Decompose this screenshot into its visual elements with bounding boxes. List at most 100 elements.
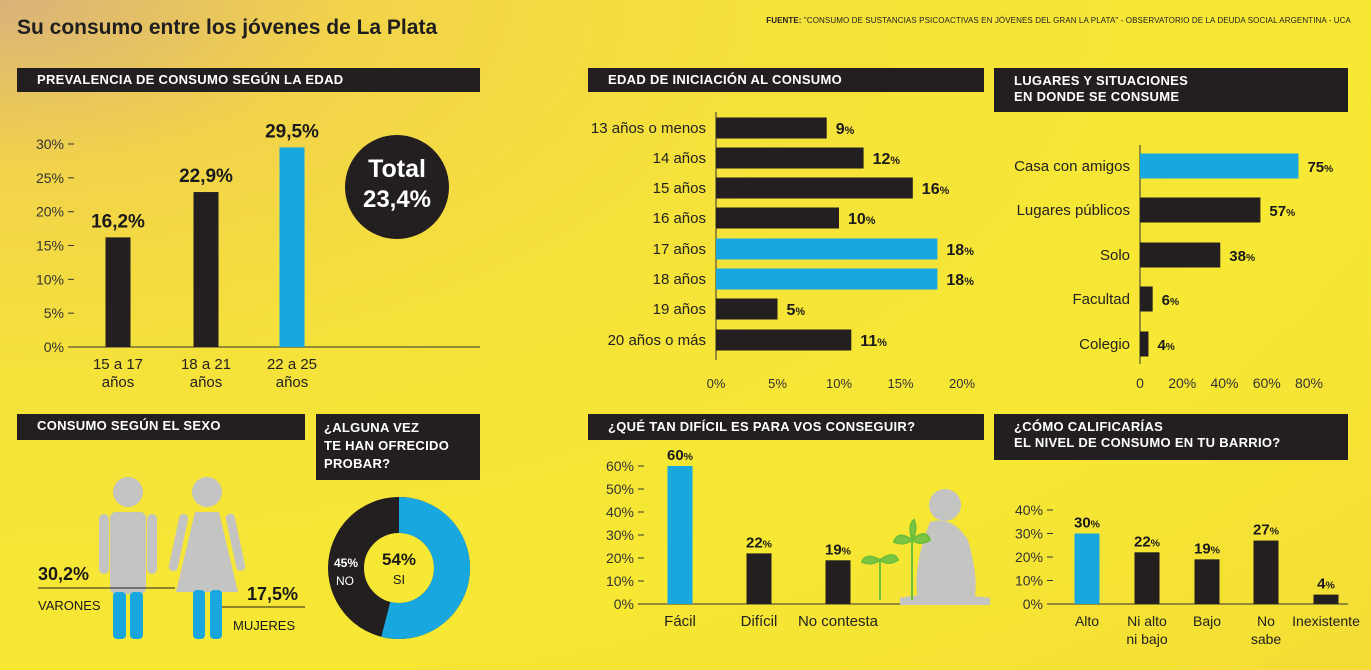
category-label: 22 a 25 (267, 356, 317, 373)
header-lugares: LUGARES Y SITUACIONES EN DONDE SE CONSUME (994, 68, 1348, 112)
category-label: No (1257, 613, 1275, 629)
header-ofrecido: ¿ALGUNA VEZ TE HAN OFRECIDO PROBAR? (316, 414, 480, 480)
category-label: Lugares públicos (1017, 202, 1130, 219)
bar (105, 237, 131, 347)
bar (746, 553, 772, 604)
y-tick-label: 30% (36, 136, 64, 152)
bar (193, 192, 219, 347)
no-value: 45% (334, 556, 359, 570)
source-text: "CONSUMO DE SUSTANCIAS PSICOACTIVAS EN J… (803, 16, 1351, 25)
category-label: Ni alto (1127, 613, 1167, 629)
bar (1074, 533, 1100, 604)
bar (1140, 197, 1261, 223)
y-tick-label: 30% (1015, 526, 1043, 542)
category-label: años (102, 374, 135, 391)
category-label: Solo (1100, 247, 1130, 264)
y-tick-label: 40% (606, 504, 634, 520)
category-label: 14 años (653, 150, 706, 167)
category-label: Fácil (664, 613, 696, 630)
data-label: 9% (836, 121, 855, 138)
y-tick-label: 50% (606, 481, 634, 497)
varones-value: 30,2% (38, 564, 90, 584)
category-label: Casa con amigos (1014, 158, 1130, 175)
category-label: 20 años o más (608, 332, 706, 349)
category-label: 13 años o menos (591, 120, 706, 137)
x-tick-label: 10% (826, 376, 852, 391)
male-person-icon (99, 477, 157, 639)
category-label: 15 años (653, 180, 706, 197)
category-label: 18 a 21 (181, 356, 231, 373)
bar (1140, 153, 1299, 179)
mujeres-value: 17,5% (247, 584, 299, 604)
data-label: 19% (1194, 540, 1221, 557)
bar (1253, 540, 1279, 604)
y-tick-label: 0% (44, 339, 64, 355)
category-label: sabe (1251, 631, 1282, 647)
header-iniciacion: EDAD DE INICIACIÓN AL CONSUMO (588, 68, 984, 92)
x-tick-label: 5% (768, 376, 787, 391)
bar (716, 268, 938, 290)
bar (1140, 242, 1221, 268)
category-label: ni bajo (1126, 631, 1167, 647)
header-barrio: ¿CÓMO CALIFICARÍAS EL NIVEL DE CONSUMO EN… (994, 414, 1348, 460)
header-prevalencia: PREVALENCIA DE CONSUMO SEGÚN LA EDAD (17, 68, 480, 92)
category-label: años (276, 374, 309, 391)
y-tick-label: 0% (614, 596, 634, 612)
data-label: 22% (746, 534, 773, 551)
x-tick-label: 20% (949, 376, 975, 391)
bar (1140, 331, 1149, 357)
category-label: Facultad (1072, 291, 1130, 308)
category-label: Bajo (1193, 613, 1221, 629)
category-label: 17 años (653, 241, 706, 258)
category-label: 15 a 17 (93, 356, 143, 373)
y-tick-label: 5% (44, 305, 64, 321)
category-label: 19 años (653, 301, 706, 318)
data-label: 10% (848, 211, 876, 228)
bar (825, 560, 851, 604)
data-label: 5% (787, 302, 806, 319)
bar (667, 466, 693, 604)
source-label: FUENTE: (766, 16, 802, 25)
category-label: Alto (1075, 613, 1099, 629)
x-tick-label: 0% (707, 376, 726, 391)
y-tick-label: 20% (1015, 549, 1043, 565)
bar (716, 207, 839, 229)
data-label: 22% (1134, 533, 1161, 550)
data-label: 29,5% (265, 121, 319, 142)
y-tick-label: 15% (36, 238, 64, 254)
y-tick-label: 30% (606, 527, 634, 543)
data-label: 60% (667, 447, 694, 464)
source-note: FUENTE: "CONSUMO DE SUSTANCIAS PSICOACTI… (766, 16, 1351, 25)
category-label: 16 años (653, 210, 706, 227)
y-tick-label: 10% (36, 271, 64, 287)
varones-label: VARONES (38, 598, 101, 613)
data-label: 16% (922, 181, 950, 198)
data-label: 16,2% (91, 211, 145, 232)
y-tick-label: 10% (606, 573, 634, 589)
x-tick-label: 60% (1253, 375, 1281, 391)
data-label: 57% (1269, 203, 1295, 220)
x-tick-label: 15% (887, 376, 913, 391)
bar (716, 177, 913, 199)
category-label: Difícil (741, 613, 778, 630)
category-label: Inexistente (1292, 613, 1360, 629)
bar (1313, 594, 1339, 604)
total-badge: Total 23,4% (345, 135, 449, 239)
y-tick-label: 40% (1015, 502, 1043, 518)
data-label: 12% (873, 151, 901, 168)
data-label: 11% (860, 333, 887, 350)
bar (716, 238, 938, 260)
x-tick-label: 40% (1210, 375, 1238, 391)
page-title: Su consumo entre los jóvenes de La Plata (17, 16, 438, 39)
bar (1140, 286, 1153, 312)
bar (716, 298, 778, 320)
y-tick-label: 25% (36, 170, 64, 186)
y-tick-label: 60% (606, 458, 634, 474)
